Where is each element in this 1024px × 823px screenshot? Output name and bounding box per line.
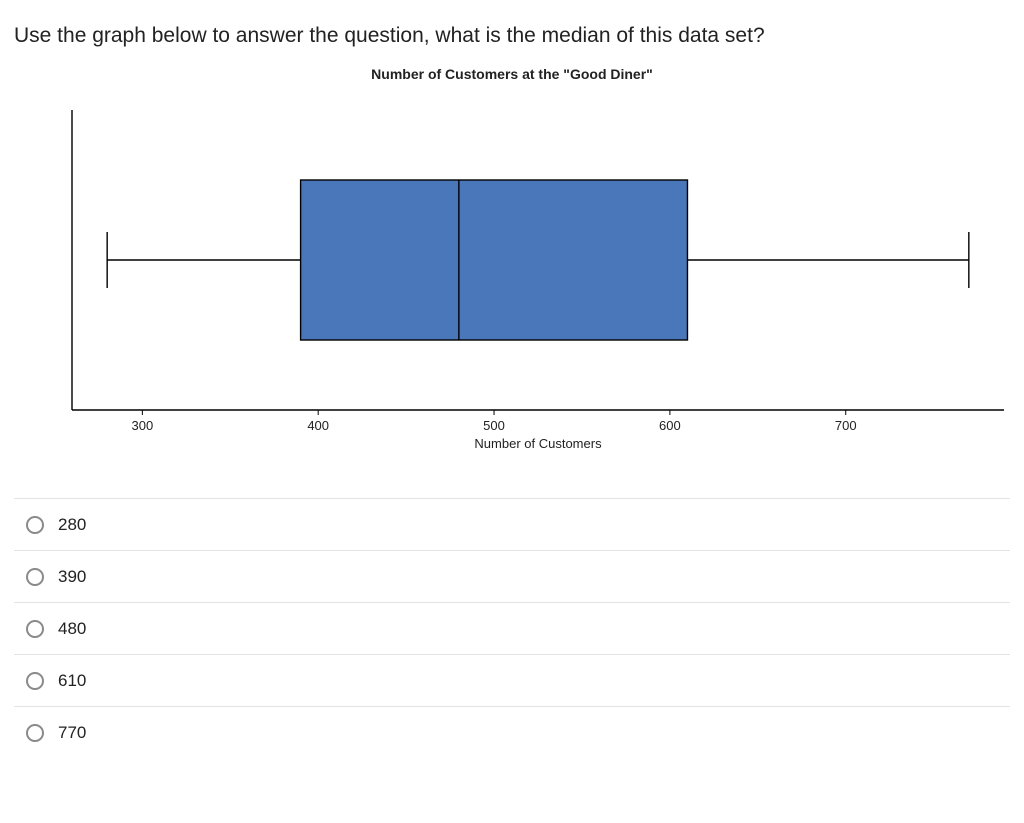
option-row[interactable]: 610 [14, 654, 1010, 706]
svg-text:400: 400 [307, 418, 329, 433]
svg-text:600: 600 [659, 418, 681, 433]
chart-title: Number of Customers at the "Good Diner" [14, 66, 1010, 82]
radio-icon [26, 724, 44, 742]
boxplot-chart: 300 400 500 600 700 Number of Customers [14, 90, 1010, 470]
svg-text:500: 500 [483, 418, 505, 433]
option-row[interactable]: 480 [14, 602, 1010, 654]
option-label: 280 [58, 515, 86, 535]
option-label: 770 [58, 723, 86, 743]
question-text: Use the graph below to answer the questi… [14, 24, 1010, 48]
option-row[interactable]: 280 [14, 498, 1010, 550]
option-row[interactable]: 770 [14, 706, 1010, 758]
svg-text:700: 700 [835, 418, 857, 433]
radio-icon [26, 620, 44, 638]
radio-icon [26, 568, 44, 586]
svg-text:Number of Customers: Number of Customers [474, 436, 602, 451]
option-label: 610 [58, 671, 86, 691]
option-row[interactable]: 390 [14, 550, 1010, 602]
radio-icon [26, 672, 44, 690]
radio-icon [26, 516, 44, 534]
svg-text:300: 300 [131, 418, 153, 433]
option-label: 480 [58, 619, 86, 639]
option-label: 390 [58, 567, 86, 587]
answer-options: 280 390 480 610 770 [14, 498, 1010, 758]
